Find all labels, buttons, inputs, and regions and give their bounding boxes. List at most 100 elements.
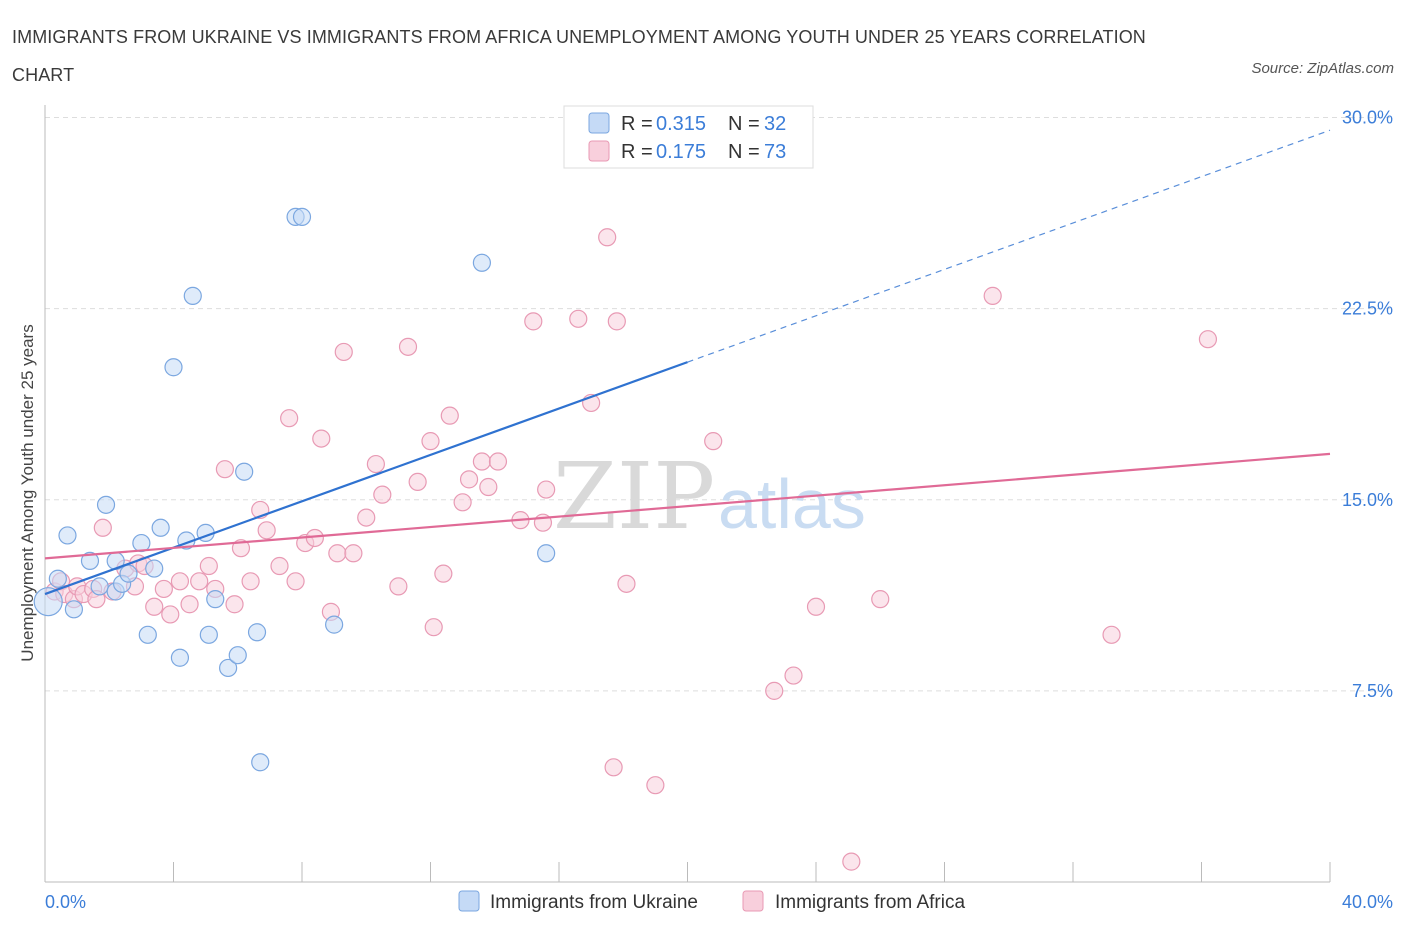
y-tick-label: 7.5% (1352, 681, 1393, 701)
x-tick-label: 40.0% (1342, 892, 1393, 912)
ukraine-data-point (170, 648, 190, 667)
africa-r-label: R = (621, 141, 658, 163)
ukraine-data-point (90, 577, 109, 596)
africa-data-point (424, 618, 443, 637)
africa-trendline (44, 452, 1331, 560)
ukraine-n-label: N = (728, 113, 765, 135)
y-axis-title: Unemployment Among Youth under 25 years (18, 324, 37, 661)
africa-data-point (170, 572, 190, 591)
africa-data-point (225, 595, 244, 614)
africa-data-point (472, 452, 491, 471)
africa-data-point (389, 577, 408, 596)
ukraine-data-point (219, 658, 238, 678)
ukraine-r-value: 0.315 (656, 113, 706, 135)
ukraine-data-point (119, 564, 138, 583)
ukraine-series-swatch (458, 890, 480, 912)
africa-data-point (806, 597, 826, 616)
africa-data-point (604, 758, 623, 777)
africa-data-point (607, 312, 626, 331)
africa-data-point (257, 521, 276, 540)
ukraine-series-points (33, 207, 556, 772)
africa-n-value: 73 (764, 141, 786, 163)
ukraine-data-point (138, 625, 157, 644)
watermark: ZIP atlas (553, 443, 866, 550)
ukraine-trendline (44, 361, 688, 596)
africa-data-point (453, 493, 472, 512)
ukraine-series-label: Immigrants from Ukraine (490, 892, 698, 913)
ukraine-r-label: R = (621, 113, 658, 135)
africa-data-point (161, 605, 180, 624)
ukraine-data-point (80, 551, 100, 571)
africa-data-point (434, 564, 453, 583)
africa-legend-row: R = 0.175 N = 73 (621, 141, 786, 163)
africa-legend-swatch (588, 140, 610, 162)
africa-data-point (765, 681, 784, 700)
africa-data-point (280, 409, 299, 428)
correlation-legend: R = 0.315 N = 32 R = 0.175 N = 73 (563, 105, 814, 169)
africa-data-point (357, 508, 376, 527)
ukraine-data-point (96, 495, 116, 514)
africa-data-point (537, 480, 556, 499)
africa-data-point (408, 472, 427, 492)
africa-data-point (1102, 625, 1121, 644)
africa-data-point (231, 539, 251, 558)
ukraine-trendline-extension (687, 129, 1331, 363)
africa-data-point (145, 597, 164, 616)
africa-data-point (334, 342, 353, 362)
africa-data-point (154, 579, 173, 599)
africa-r-value: 0.175 (656, 141, 706, 163)
africa-data-point (983, 286, 1002, 305)
africa-series-label: Immigrants from Africa (775, 892, 965, 913)
ukraine-data-point (183, 286, 202, 305)
africa-data-point (704, 432, 723, 451)
africa-data-point (215, 460, 234, 479)
africa-series-points (45, 123, 1218, 871)
africa-data-point (646, 776, 665, 795)
africa-data-point (459, 470, 479, 489)
ukraine-data-point (151, 518, 170, 537)
africa-data-point (598, 228, 617, 247)
africa-data-point (241, 572, 260, 591)
ukraine-data-point (292, 207, 312, 226)
y-axis-tick-labels: 7.5% 15.0% 22.5% 30.0% (1342, 108, 1393, 701)
y-tick-label: 15.0% (1342, 490, 1393, 510)
ukraine-data-point (33, 587, 63, 617)
ukraine-data-point (58, 526, 77, 545)
africa-data-point (569, 309, 588, 328)
africa-data-point (479, 477, 498, 497)
ukraine-data-point (472, 253, 491, 272)
africa-n-label: N = (728, 141, 765, 163)
africa-data-point (524, 312, 543, 331)
ukraine-legend-row: R = 0.315 N = 32 (621, 113, 786, 135)
x-tick-label: 0.0% (45, 892, 86, 912)
africa-data-point (784, 666, 803, 685)
y-tick-label: 30.0% (1342, 108, 1393, 128)
ukraine-data-point (64, 600, 84, 619)
y-tick-label: 22.5% (1342, 299, 1393, 319)
africa-data-point (421, 432, 440, 451)
africa-data-point (286, 572, 305, 591)
ukraine-data-point (199, 625, 218, 644)
trendlines (44, 129, 1331, 596)
ukraine-data-point (537, 544, 556, 563)
africa-data-point (373, 485, 392, 504)
africa-data-point (1198, 330, 1218, 349)
africa-series-swatch (742, 890, 764, 912)
africa-data-point (270, 556, 289, 576)
ukraine-data-point (247, 623, 267, 642)
ukraine-data-point (206, 590, 225, 609)
africa-data-point (199, 556, 218, 576)
africa-data-point (328, 544, 347, 563)
chart-title: IMMIGRANTS FROM UKRAINE VS IMMIGRANTS FR… (12, 27, 1146, 85)
gridlines (45, 117, 1390, 692)
africa-data-point (488, 452, 508, 471)
ukraine-data-point (164, 358, 183, 377)
africa-data-point (440, 406, 459, 425)
ukraine-data-point (145, 559, 164, 578)
africa-data-point (190, 572, 209, 591)
series-legend: Immigrants from Ukraine Immigrants from … (458, 890, 965, 913)
africa-data-point (842, 852, 861, 871)
africa-data-point (871, 590, 890, 609)
ukraine-data-point (251, 753, 270, 772)
